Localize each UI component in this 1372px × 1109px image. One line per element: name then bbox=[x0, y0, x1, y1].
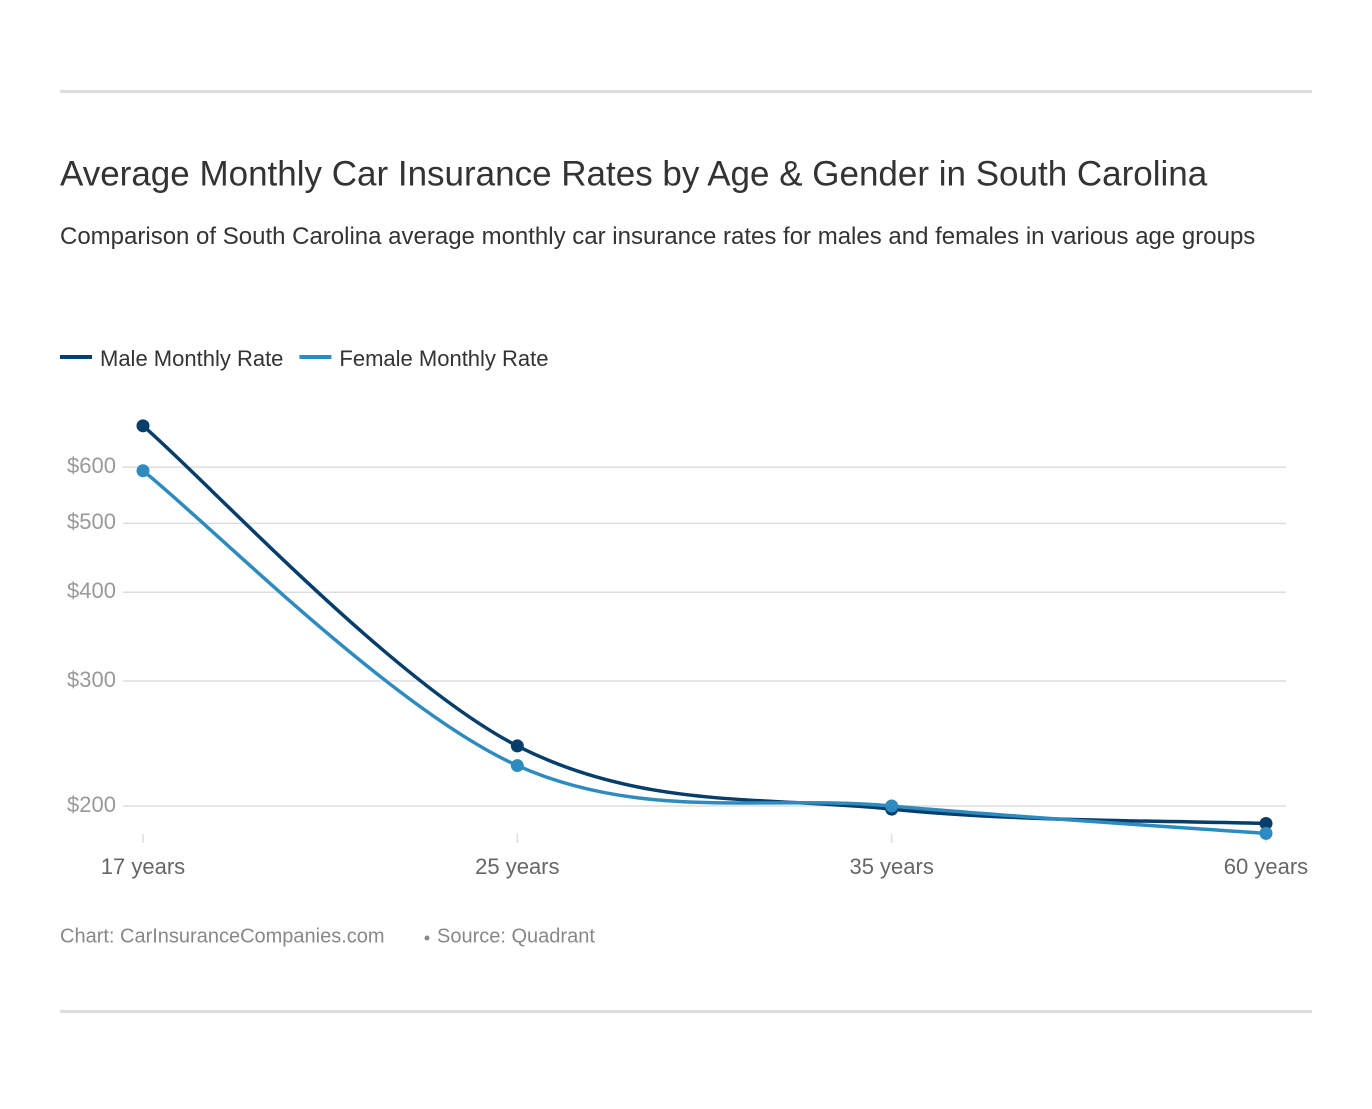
y-tick-label: $600 bbox=[67, 453, 116, 478]
data-point bbox=[1259, 826, 1273, 840]
data-point bbox=[885, 799, 899, 813]
chart-title: Average Monthly Car Insurance Rates by A… bbox=[60, 154, 1208, 193]
legend-label: Male Monthly Rate bbox=[100, 346, 283, 371]
subtitle-box: Comparison of South Carolina average mon… bbox=[60, 223, 1256, 250]
credit: Chart: CarInsuranceCompanies.com bbox=[60, 925, 385, 947]
y-tick-label: $400 bbox=[67, 578, 116, 603]
x-tick-label: 60 years bbox=[1224, 854, 1308, 879]
legend-label: Female Monthly Rate bbox=[339, 346, 548, 371]
source: Source: Quadrant bbox=[437, 925, 595, 947]
separator bbox=[424, 935, 430, 941]
x-tick-label: 25 years bbox=[475, 854, 559, 879]
y-tick-label: $200 bbox=[67, 792, 116, 817]
x-tick-label: 17 years bbox=[101, 854, 185, 879]
x-tick-label: 35 years bbox=[849, 854, 933, 879]
data-point bbox=[1259, 816, 1273, 830]
series-line bbox=[141, 469, 1267, 836]
chart-subtitle: Comparison of South Carolina average mon… bbox=[60, 223, 1256, 250]
data-point bbox=[136, 464, 150, 478]
data-point bbox=[136, 419, 150, 433]
data-point bbox=[510, 739, 524, 753]
y-tick-label: $300 bbox=[67, 667, 116, 692]
y-tick-label: $500 bbox=[67, 509, 116, 534]
legend: Male Monthly Rate Female Monthly Rate bbox=[60, 346, 549, 371]
series-line bbox=[141, 424, 1267, 826]
data-point bbox=[510, 759, 524, 773]
